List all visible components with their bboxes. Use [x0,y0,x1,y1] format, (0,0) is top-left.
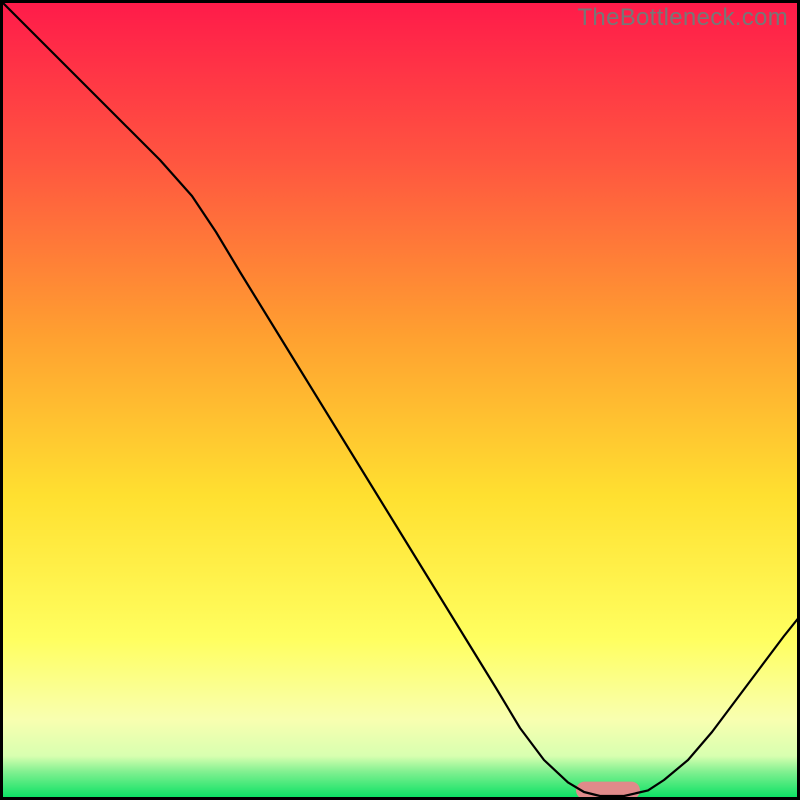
watermark-text: TheBottleneck.com [577,4,788,32]
chart-background [0,0,800,800]
chart-svg [0,0,800,800]
